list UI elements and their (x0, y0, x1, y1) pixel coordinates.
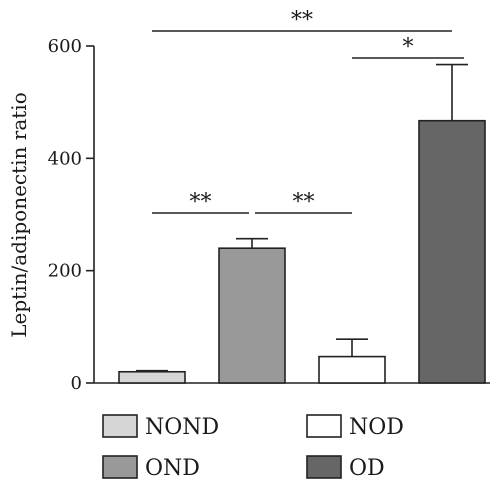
y-axis-ticks: 0 200 400 600 (48, 36, 94, 394)
error-bars (136, 63, 468, 372)
significance-label: ** (293, 190, 315, 215)
legend-label-ond: OND (145, 456, 200, 481)
legend-label-od: OD (349, 456, 385, 481)
legend-swatch-nod (306, 414, 342, 438)
legend-swatch-nond (102, 414, 138, 438)
bar-nod (318, 355, 386, 384)
bar-nond (118, 370, 186, 384)
y-tick-label: 400 (48, 148, 82, 169)
y-tick-label: 0 (71, 373, 82, 394)
legend-label-nond: NOND (145, 415, 219, 440)
y-axis-label: Leptin/adiponectin ratio (7, 92, 31, 338)
y-tick-label: 600 (48, 36, 82, 57)
legend-swatch-od (306, 455, 342, 479)
bars (118, 119, 486, 384)
significance-brackets: **** *** (152, 8, 464, 215)
legend: NOND NOD OND OD (102, 414, 404, 481)
bar-od (418, 119, 486, 384)
bar-ond (218, 247, 286, 384)
y-tick-label: 200 (48, 261, 82, 282)
legend-label-nod: NOD (349, 415, 404, 440)
significance-label: ** (291, 8, 313, 33)
significance-label: * (403, 35, 414, 60)
legend-swatch-ond (102, 455, 138, 479)
significance-label: ** (190, 190, 212, 215)
